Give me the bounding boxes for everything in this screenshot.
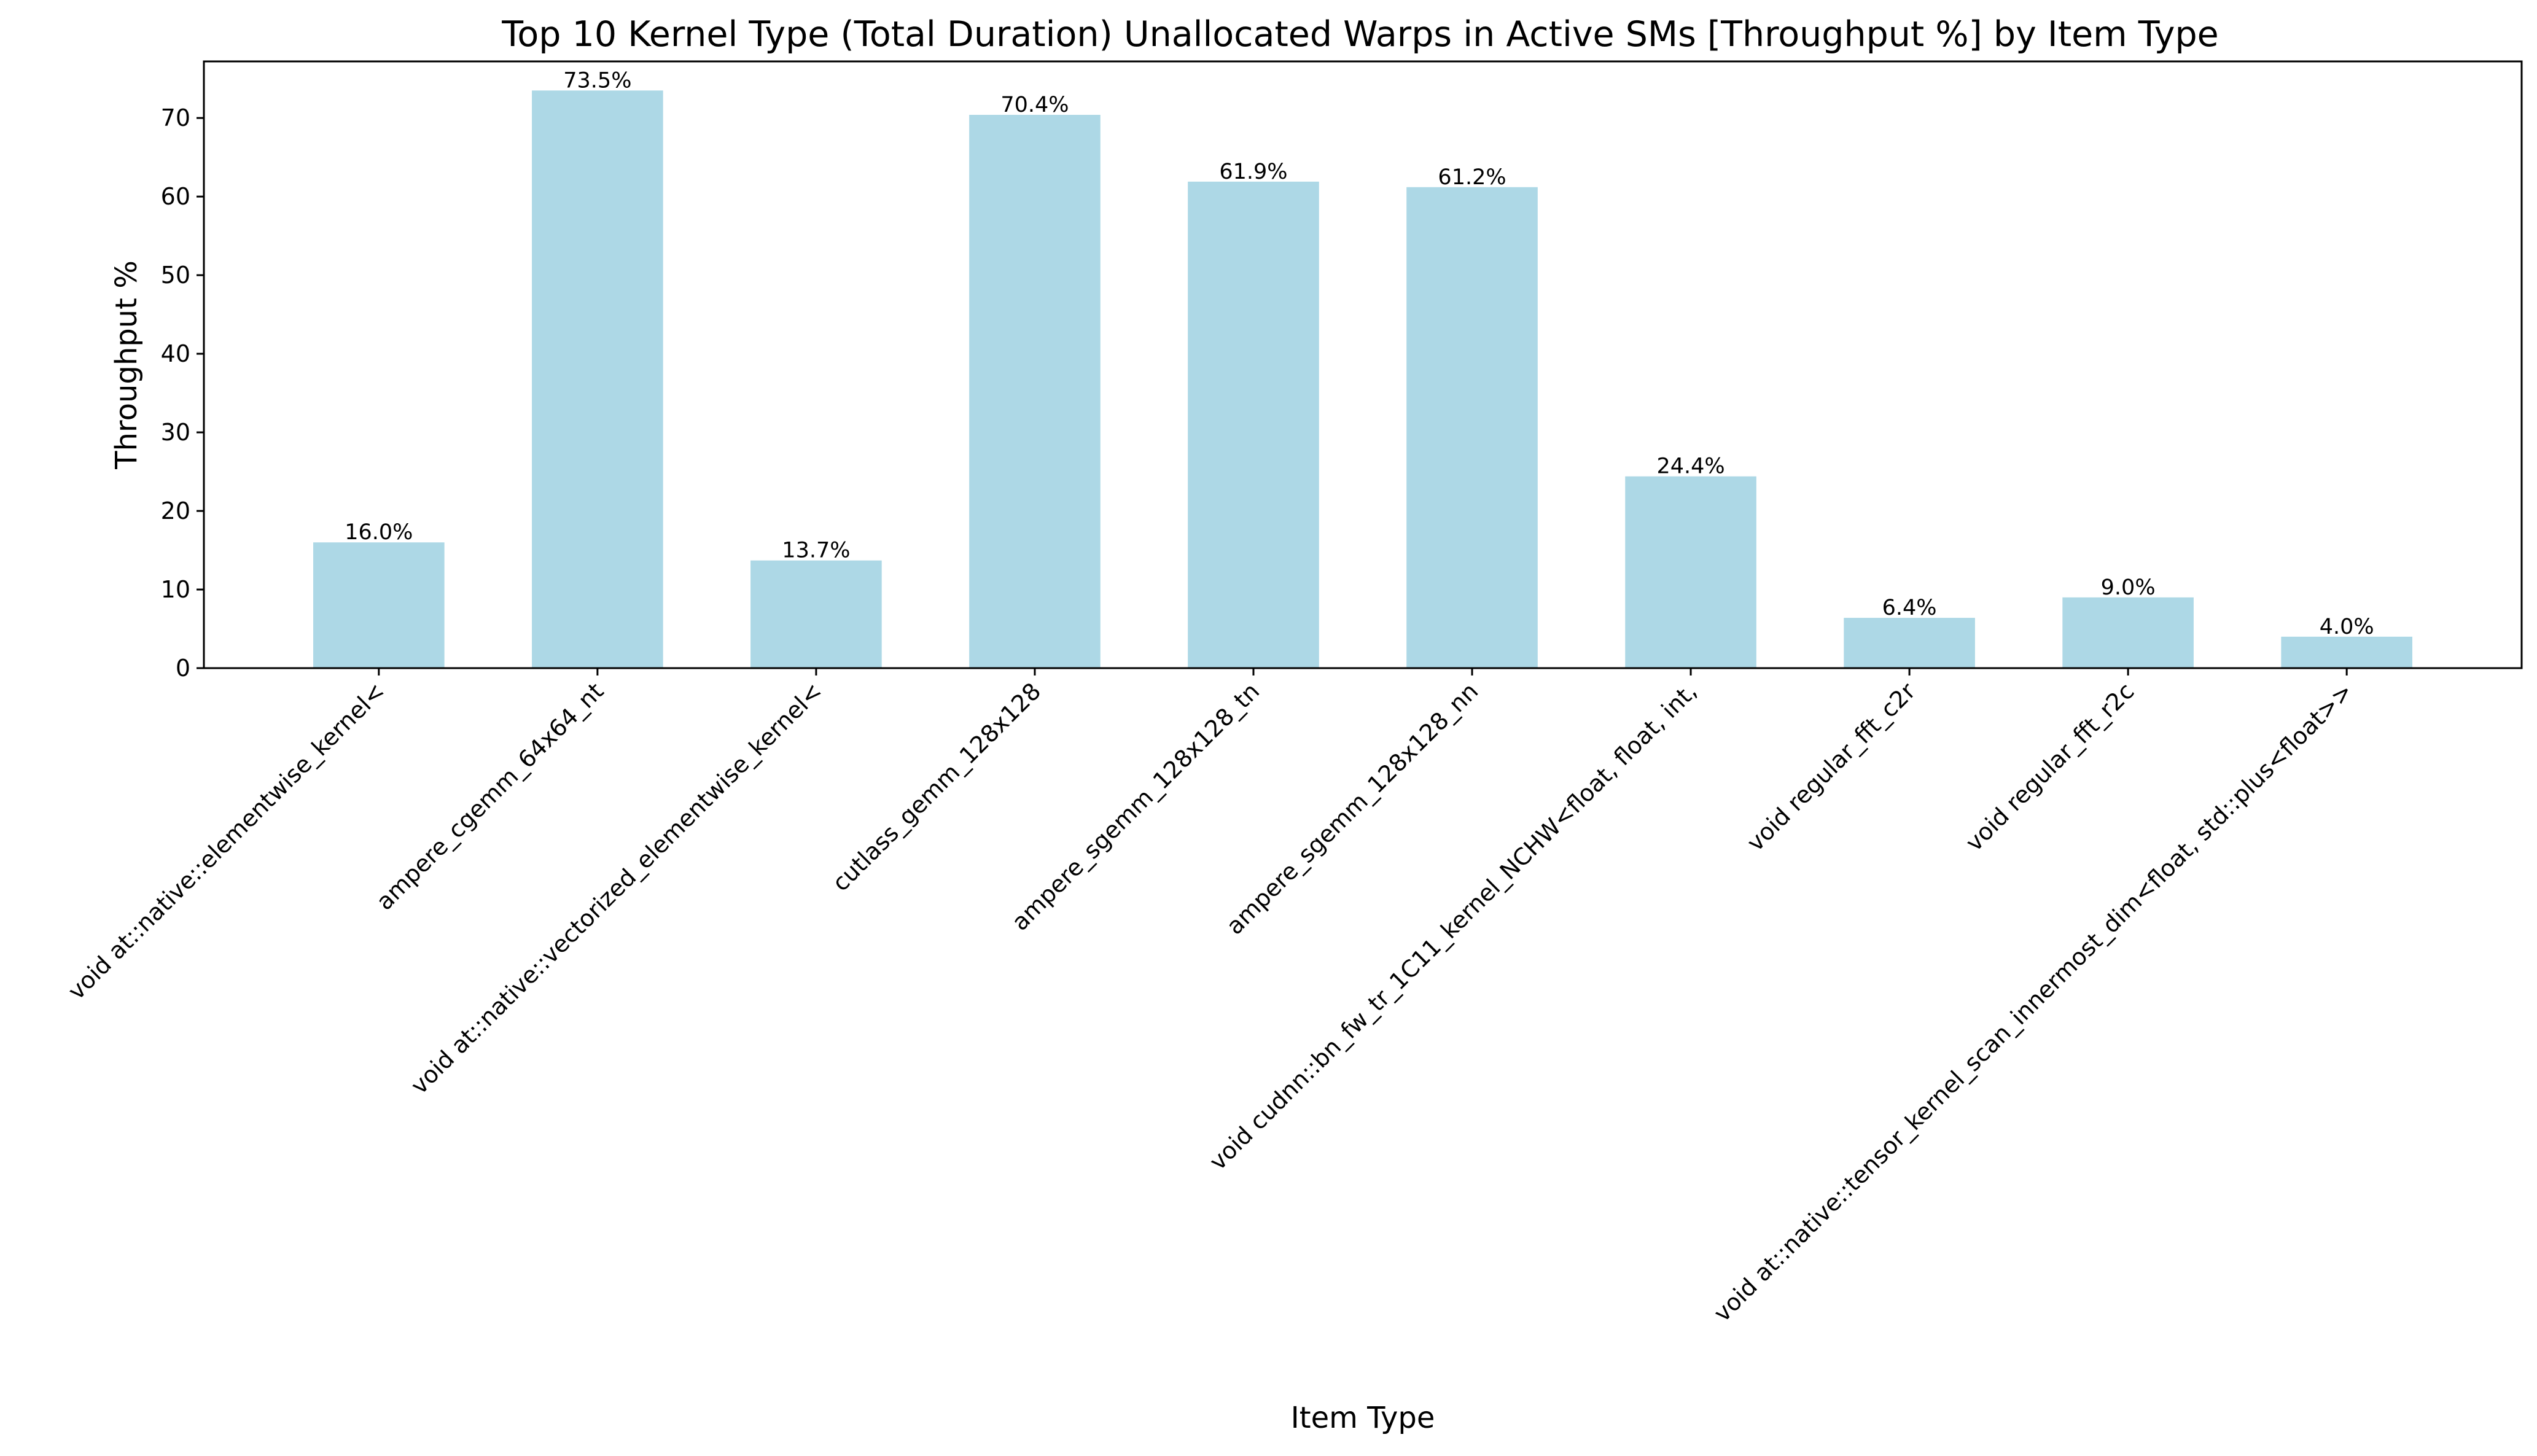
- x-tick-label: cutlass_gemm_128x128: [827, 677, 1046, 897]
- data-label: 6.4%: [1882, 596, 1937, 620]
- bar: [750, 560, 882, 668]
- data-labels-group: 16.0% 73.5% 13.7% 70.4% 61.9% 61.2% 24.4% 6.4% 9…: [345, 68, 2374, 639]
- x-tick-label: void cudnn::bn_fw_tr_1C11_kernel_NCHW<fl…: [1204, 677, 1702, 1175]
- y-tick-label: 20: [161, 497, 190, 524]
- y-tick-label: 50: [161, 262, 190, 289]
- data-label: 16.0%: [345, 520, 413, 545]
- x-tick-label: void regular_fft_c2r: [1742, 677, 1921, 857]
- plot-frame: [203, 60, 2523, 669]
- y-tick-label: 10: [161, 576, 190, 603]
- data-label: 70.4%: [1000, 93, 1069, 117]
- x-tick-label: void at::native::vectorized_elementwise_…: [405, 677, 827, 1099]
- data-label: 9.0%: [2101, 575, 2156, 600]
- bar: [1625, 476, 1756, 668]
- y-tick-label: 0: [176, 655, 190, 682]
- y-tick-label: 30: [161, 419, 190, 446]
- x-axis-label: Item Type: [1291, 1401, 1435, 1435]
- x-axis: void at::native::elementwise_kernel<ampe…: [63, 668, 2358, 1327]
- bar: [1406, 187, 1538, 668]
- x-tick-label: ampere_sgemm_128x128_nn: [1221, 677, 1483, 940]
- bars-group: [313, 90, 2412, 669]
- data-label: 73.5%: [563, 68, 631, 93]
- x-tick-label: ampere_sgemm_128x128_tn: [1007, 677, 1265, 936]
- x-tick-label: void regular_fft_r2c: [1960, 677, 2139, 856]
- data-label: 4.0%: [2320, 615, 2374, 639]
- bar: [532, 90, 663, 669]
- data-label: 61.9%: [1219, 160, 1287, 184]
- y-tick-label: 70: [161, 104, 190, 131]
- data-label: 24.4%: [1656, 454, 1724, 479]
- y-tick-label: 40: [161, 340, 190, 367]
- bar: [2281, 636, 2412, 668]
- x-tick-label: ampere_cgemm_64x64_nt: [371, 677, 609, 915]
- chart-title: Top 10 Kernel Type (Total Duration) Unal…: [501, 14, 2218, 55]
- data-label: 61.2%: [1438, 165, 1506, 190]
- bar: [969, 115, 1101, 669]
- x-tick-label: void at::native::elementwise_kernel<: [63, 677, 390, 1005]
- bar: [2062, 597, 2194, 668]
- y-tick-label: 60: [161, 183, 190, 210]
- bar: [1844, 618, 1975, 668]
- y-axis-label: Throughput %: [109, 260, 144, 470]
- bar: [1188, 181, 1319, 668]
- bar: [313, 542, 445, 668]
- y-axis: 0 10 20 30 40 50 60 70: [161, 104, 204, 682]
- data-label: 13.7%: [782, 539, 850, 563]
